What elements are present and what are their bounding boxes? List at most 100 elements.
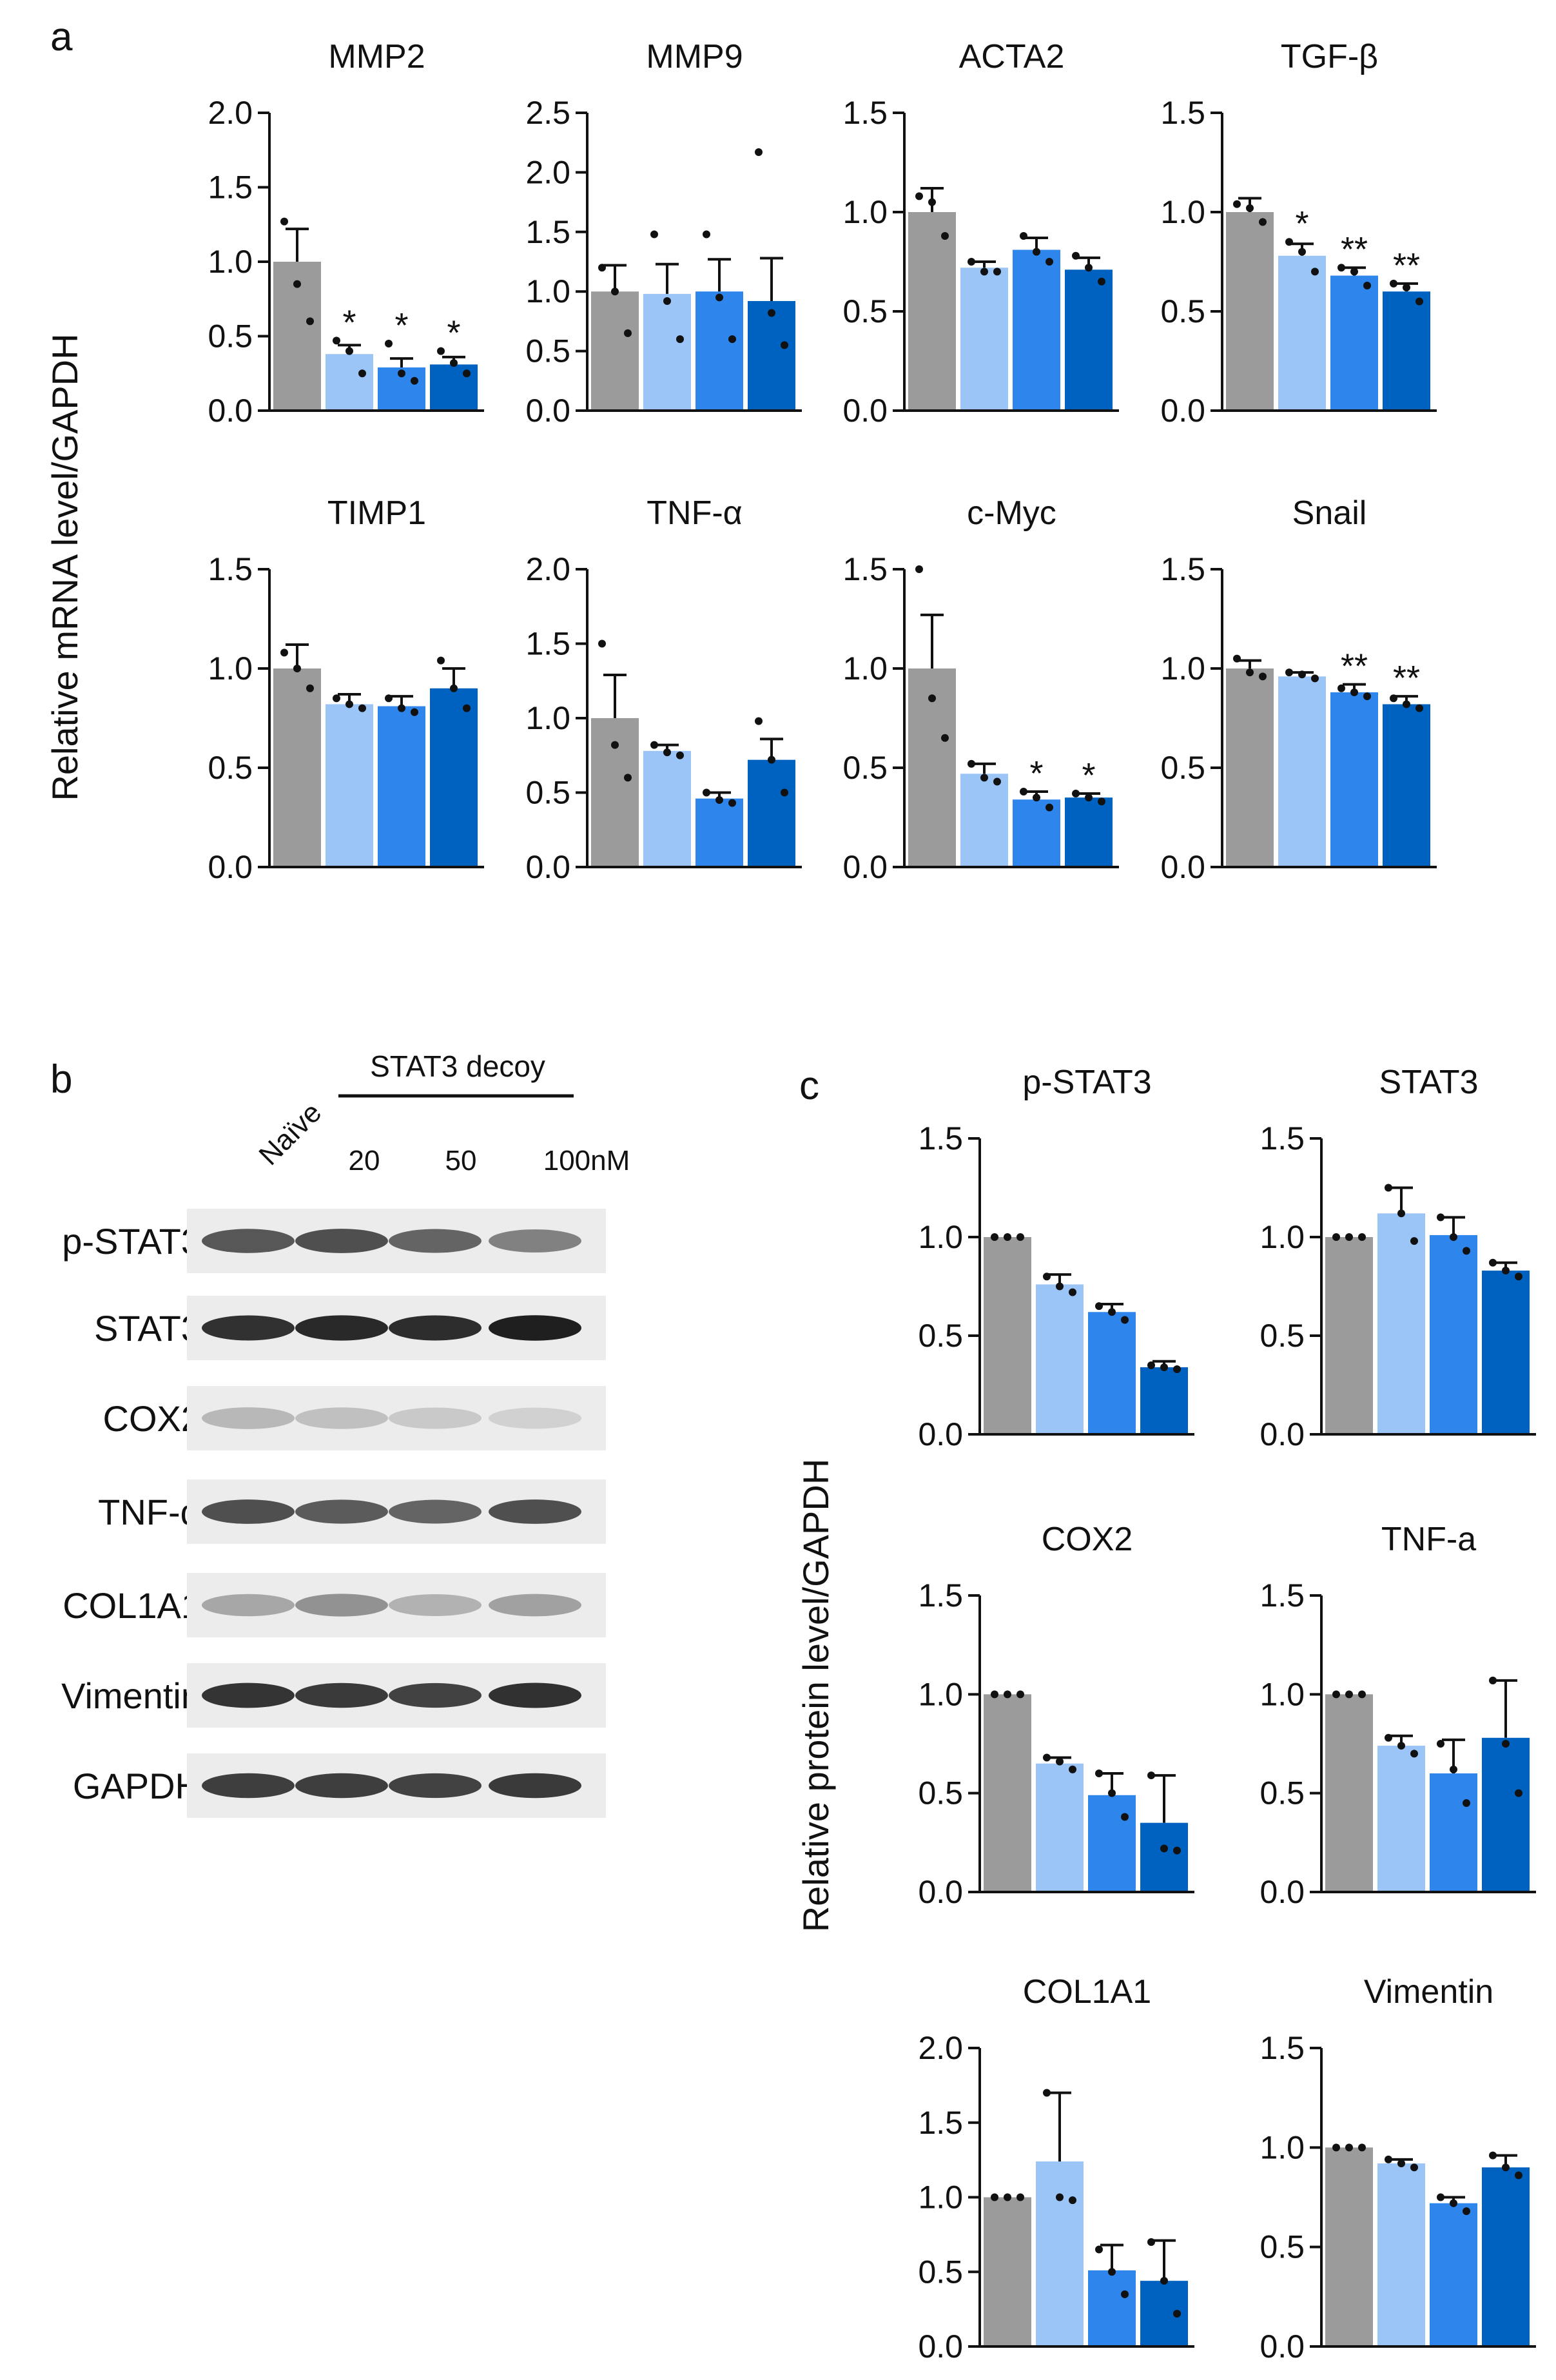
blot-band	[295, 1407, 388, 1429]
chart-mmp2: MMP2 * * * 0.0 0.5 1.0 1.5 2.0	[208, 38, 484, 429]
data-point	[1233, 654, 1241, 663]
data-point	[728, 799, 736, 807]
data-point	[437, 656, 445, 665]
bar-1	[643, 750, 691, 867]
y-tick-label: 0.5	[842, 293, 888, 329]
bar-3	[1140, 1822, 1188, 1892]
bar-2	[1330, 275, 1378, 411]
significance-label: **	[1341, 230, 1368, 269]
data-point	[306, 317, 314, 326]
significance-label: *	[394, 306, 408, 345]
blot-band	[389, 1594, 481, 1616]
y-tick-label: 1.0	[1160, 650, 1205, 687]
data-point	[280, 649, 288, 657]
y-tick-label: 0.5	[1259, 1775, 1305, 1811]
data-point	[1121, 1813, 1129, 1821]
data-point	[1437, 1213, 1444, 1222]
chart-tnf-a: TNF-a 0.0 0.5 1.0 1.5	[1259, 1521, 1536, 1910]
data-point	[624, 774, 632, 782]
blot-row-label: TNF-α	[98, 1492, 201, 1532]
y-tick-label: 2.0	[208, 95, 253, 131]
western-blot: STAT3 decoy Naïve 20 50 100nM p-STAT3 STAT3 COX…	[61, 1049, 630, 1818]
data-point	[1072, 251, 1080, 260]
blot-band	[389, 1683, 481, 1708]
bar-2	[1013, 249, 1060, 411]
data-point	[1410, 1237, 1418, 1245]
y-tick-label: 0.5	[918, 1318, 963, 1354]
y-tick-label: 0.5	[918, 1775, 963, 1811]
y-tick-label: 0.0	[918, 2328, 963, 2365]
data-point	[1437, 2193, 1444, 2201]
bar-1	[1036, 1284, 1084, 1434]
data-point	[1463, 2207, 1470, 2216]
bar-0	[984, 1694, 1031, 1892]
blot-band	[202, 1683, 295, 1708]
significance-label: *	[1082, 756, 1095, 795]
significance-label: *	[447, 314, 460, 353]
chart-title: COL1A1	[1023, 1973, 1151, 2011]
data-point	[333, 337, 340, 345]
chart-stat3: STAT3 0.0 0.5 1.0 1.5	[1259, 1064, 1536, 1452]
data-point	[1437, 1740, 1444, 1748]
bar-1	[643, 293, 691, 411]
data-point	[1147, 1361, 1155, 1369]
chart-title: TNF-α	[647, 494, 742, 532]
data-point	[385, 340, 393, 348]
bar-1	[1377, 1746, 1425, 1892]
blot-band	[389, 1773, 481, 1799]
y-tick-label: 0.0	[918, 1416, 963, 1452]
y-tick-label: 0.0	[1160, 849, 1205, 885]
bar-3	[748, 300, 795, 411]
data-point	[1043, 1753, 1051, 1762]
data-point	[1403, 284, 1410, 292]
data-point	[1020, 787, 1027, 795]
chart-title: TGF-β	[1281, 38, 1378, 75]
bar-3	[1065, 797, 1113, 867]
y-tick-label: 0.0	[525, 849, 570, 885]
bar-3	[1065, 269, 1113, 411]
bar-1	[326, 704, 373, 867]
data-point	[1363, 281, 1371, 289]
y-tick-label: 0.5	[525, 333, 570, 369]
chart-tnf-: TNF-α 0.0 0.5 1.0 1.5 2.0	[525, 494, 802, 885]
data-point	[450, 359, 458, 367]
data-point	[293, 280, 301, 288]
data-point	[915, 565, 923, 573]
bar-1	[326, 354, 373, 411]
data-point	[411, 376, 418, 385]
y-tick-label: 1.5	[1259, 1577, 1305, 1614]
data-point	[781, 788, 788, 797]
significance-label: **	[1393, 246, 1420, 285]
chart-title: ACTA2	[959, 38, 1065, 75]
data-point	[1045, 258, 1053, 266]
significance-label: *	[1029, 754, 1043, 793]
data-point	[941, 734, 949, 742]
data-point	[1098, 277, 1105, 286]
data-point	[1098, 797, 1105, 806]
data-point	[1259, 672, 1267, 681]
blot-row-label: Vimentin	[61, 1675, 201, 1716]
data-point	[915, 192, 923, 200]
panel-c-ylabel: Relative protein level/GAPDH	[795, 1459, 836, 1933]
blot-treatment-label: STAT3 decoy	[370, 1049, 545, 1083]
y-tick-label: 1.5	[1160, 551, 1205, 587]
y-tick-label: 0.0	[208, 393, 253, 429]
data-point	[1337, 684, 1345, 692]
data-point	[624, 329, 632, 337]
bar-3	[430, 688, 478, 867]
y-tick-label: 1.0	[842, 650, 888, 687]
bar-2	[1088, 2270, 1136, 2346]
data-point	[928, 694, 936, 703]
blot-band	[489, 1407, 581, 1429]
data-point	[1072, 790, 1080, 798]
blot-band	[202, 1229, 295, 1253]
data-point	[650, 230, 658, 239]
chart-acta2: ACTA2 0.0 0.5 1.0 1.5	[842, 38, 1119, 429]
y-tick-label: 0.0	[525, 393, 570, 429]
blot-row-label: STAT3	[94, 1308, 201, 1349]
data-point	[1004, 1690, 1011, 1699]
blot-band	[489, 1594, 581, 1617]
y-tick-label: 0.5	[208, 750, 253, 786]
data-point	[358, 369, 366, 378]
data-point	[1033, 794, 1040, 802]
